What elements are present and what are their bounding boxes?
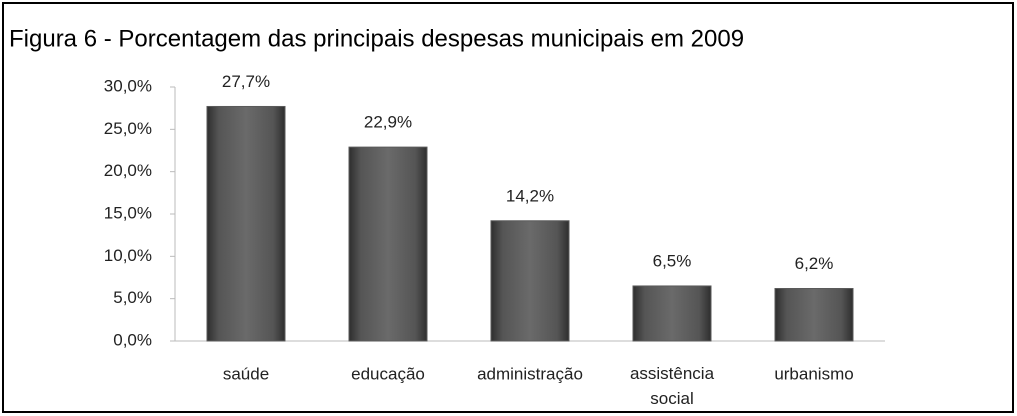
value-label: 6,2% <box>795 254 834 273</box>
chart-title: Figura 6 - Porcentagem das principais de… <box>9 25 744 52</box>
value-label: 22,9% <box>364 113 412 132</box>
bar <box>632 285 712 342</box>
bar <box>206 105 286 342</box>
x-tick-label: educação <box>351 364 425 383</box>
y-tick-label: 5,0% <box>113 288 152 307</box>
y-tick-label: 0,0% <box>113 330 152 349</box>
value-label: 27,7% <box>222 72 270 91</box>
bar <box>774 288 854 342</box>
x-tick-label: administração <box>477 364 583 383</box>
y-tick-label: 30,0% <box>104 76 152 95</box>
y-tick-label: 20,0% <box>104 161 152 180</box>
y-tick-label: 25,0% <box>104 119 152 138</box>
x-tick-label: urbanismo <box>774 364 853 383</box>
value-label: 6,5% <box>653 251 692 270</box>
y-tick-label: 10,0% <box>104 246 152 265</box>
bar <box>490 220 570 342</box>
x-tick-label: assistência social <box>630 364 715 408</box>
value-label: 14,2% <box>506 186 554 205</box>
bar <box>348 146 428 342</box>
y-tick-label: 15,0% <box>104 203 152 222</box>
x-tick-label: saúde <box>223 364 269 383</box>
